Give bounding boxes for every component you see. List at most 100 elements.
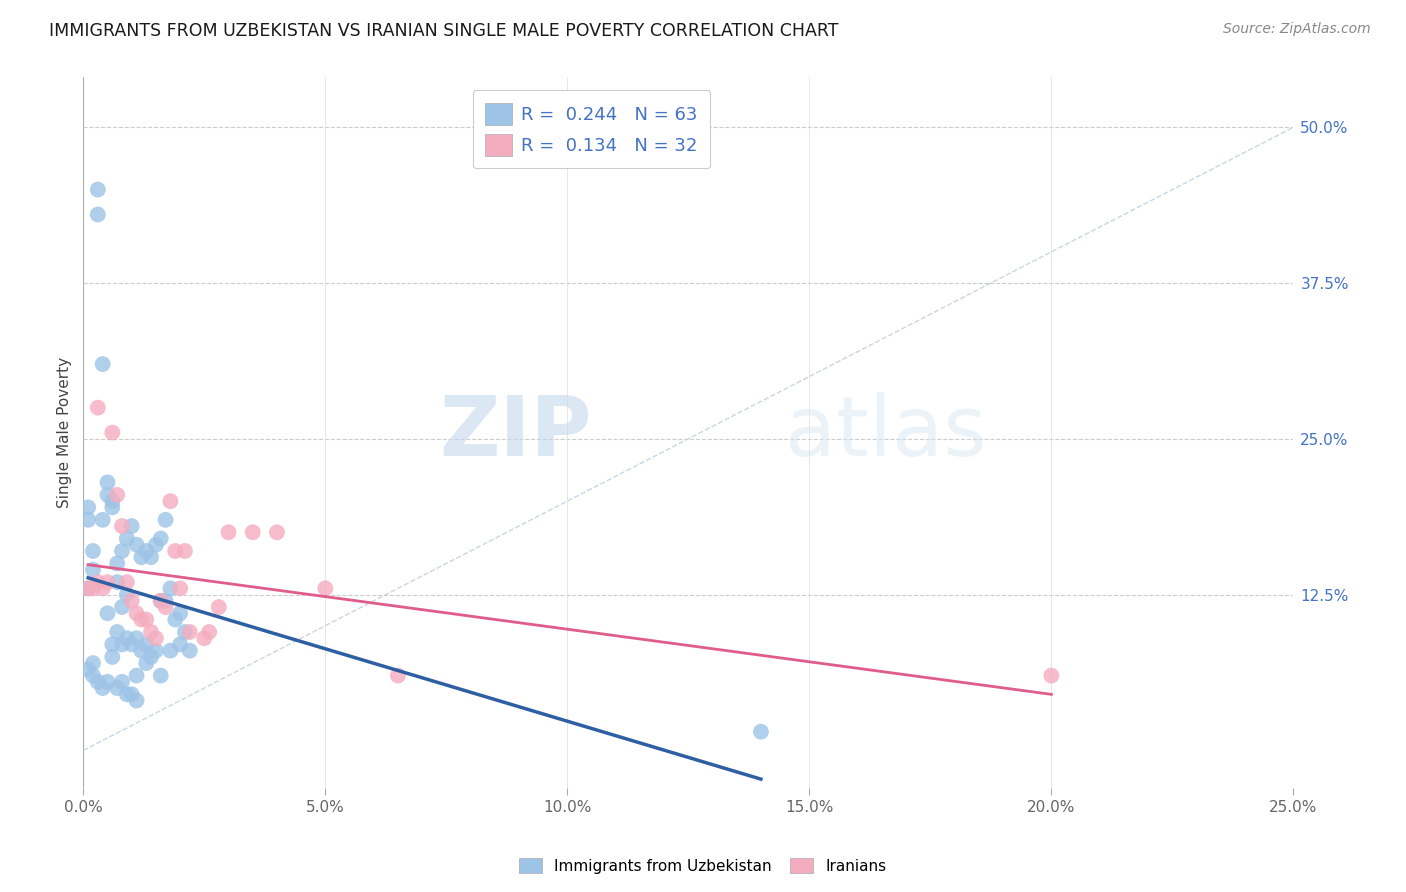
Point — [101, 649, 124, 664]
Point — [155, 594, 177, 608]
Point — [266, 525, 288, 540]
Point — [82, 544, 104, 558]
Point — [125, 668, 148, 682]
Point — [179, 625, 201, 640]
Point — [87, 674, 110, 689]
Point — [125, 693, 148, 707]
Point — [139, 625, 162, 640]
Legend: Immigrants from Uzbekistan, Iranians: Immigrants from Uzbekistan, Iranians — [513, 852, 893, 880]
Point — [242, 525, 264, 540]
Point — [96, 488, 118, 502]
Point — [139, 550, 162, 565]
Point — [155, 513, 177, 527]
Point — [111, 637, 134, 651]
Legend: R =  0.244   N = 63, R =  0.134   N = 32: R = 0.244 N = 63, R = 0.134 N = 32 — [472, 90, 710, 169]
Point — [96, 674, 118, 689]
Point — [101, 425, 124, 440]
Point — [169, 582, 191, 596]
Point — [135, 613, 157, 627]
Point — [159, 643, 181, 657]
Point — [115, 631, 138, 645]
Point — [91, 357, 114, 371]
Point — [131, 550, 153, 565]
Point — [145, 643, 167, 657]
Point — [131, 643, 153, 657]
Point — [135, 544, 157, 558]
Point — [139, 649, 162, 664]
Point — [101, 500, 124, 515]
Point — [87, 207, 110, 221]
Text: ZIP: ZIP — [439, 392, 592, 473]
Point — [91, 582, 114, 596]
Point — [149, 594, 172, 608]
Point — [169, 637, 191, 651]
Point — [91, 513, 114, 527]
Point — [149, 668, 172, 682]
Point — [1040, 668, 1063, 682]
Point — [87, 401, 110, 415]
Point — [749, 724, 772, 739]
Point — [111, 544, 134, 558]
Point — [218, 525, 240, 540]
Point — [82, 563, 104, 577]
Point — [87, 575, 110, 590]
Point — [77, 662, 100, 676]
Point — [87, 183, 110, 197]
Point — [314, 582, 336, 596]
Point — [121, 594, 143, 608]
Point — [125, 631, 148, 645]
Point — [77, 500, 100, 515]
Point — [121, 519, 143, 533]
Point — [165, 613, 187, 627]
Point — [149, 594, 172, 608]
Point — [111, 519, 134, 533]
Point — [125, 538, 148, 552]
Point — [125, 607, 148, 621]
Point — [198, 625, 221, 640]
Point — [115, 575, 138, 590]
Point — [208, 600, 231, 615]
Point — [105, 625, 128, 640]
Point — [149, 532, 172, 546]
Point — [115, 532, 138, 546]
Point — [96, 607, 118, 621]
Point — [77, 582, 100, 596]
Point — [387, 668, 409, 682]
Point — [135, 637, 157, 651]
Point — [105, 575, 128, 590]
Point — [165, 544, 187, 558]
Point — [111, 600, 134, 615]
Point — [115, 588, 138, 602]
Point — [105, 488, 128, 502]
Point — [82, 582, 104, 596]
Point — [193, 631, 215, 645]
Point — [121, 637, 143, 651]
Point — [77, 513, 100, 527]
Point — [101, 637, 124, 651]
Point — [174, 544, 197, 558]
Point — [115, 687, 138, 701]
Text: Source: ZipAtlas.com: Source: ZipAtlas.com — [1223, 22, 1371, 37]
Y-axis label: Single Male Poverty: Single Male Poverty — [58, 357, 72, 508]
Point — [91, 681, 114, 695]
Point — [82, 668, 104, 682]
Point — [96, 575, 118, 590]
Point — [77, 582, 100, 596]
Point — [82, 656, 104, 670]
Point — [96, 475, 118, 490]
Point — [169, 607, 191, 621]
Point — [111, 674, 134, 689]
Point — [105, 681, 128, 695]
Point — [159, 582, 181, 596]
Point — [121, 687, 143, 701]
Point — [105, 557, 128, 571]
Point — [145, 631, 167, 645]
Point — [159, 494, 181, 508]
Text: atlas: atlas — [785, 392, 987, 473]
Point — [179, 643, 201, 657]
Point — [131, 613, 153, 627]
Point — [101, 494, 124, 508]
Point — [145, 538, 167, 552]
Text: IMMIGRANTS FROM UZBEKISTAN VS IRANIAN SINGLE MALE POVERTY CORRELATION CHART: IMMIGRANTS FROM UZBEKISTAN VS IRANIAN SI… — [49, 22, 839, 40]
Point — [174, 625, 197, 640]
